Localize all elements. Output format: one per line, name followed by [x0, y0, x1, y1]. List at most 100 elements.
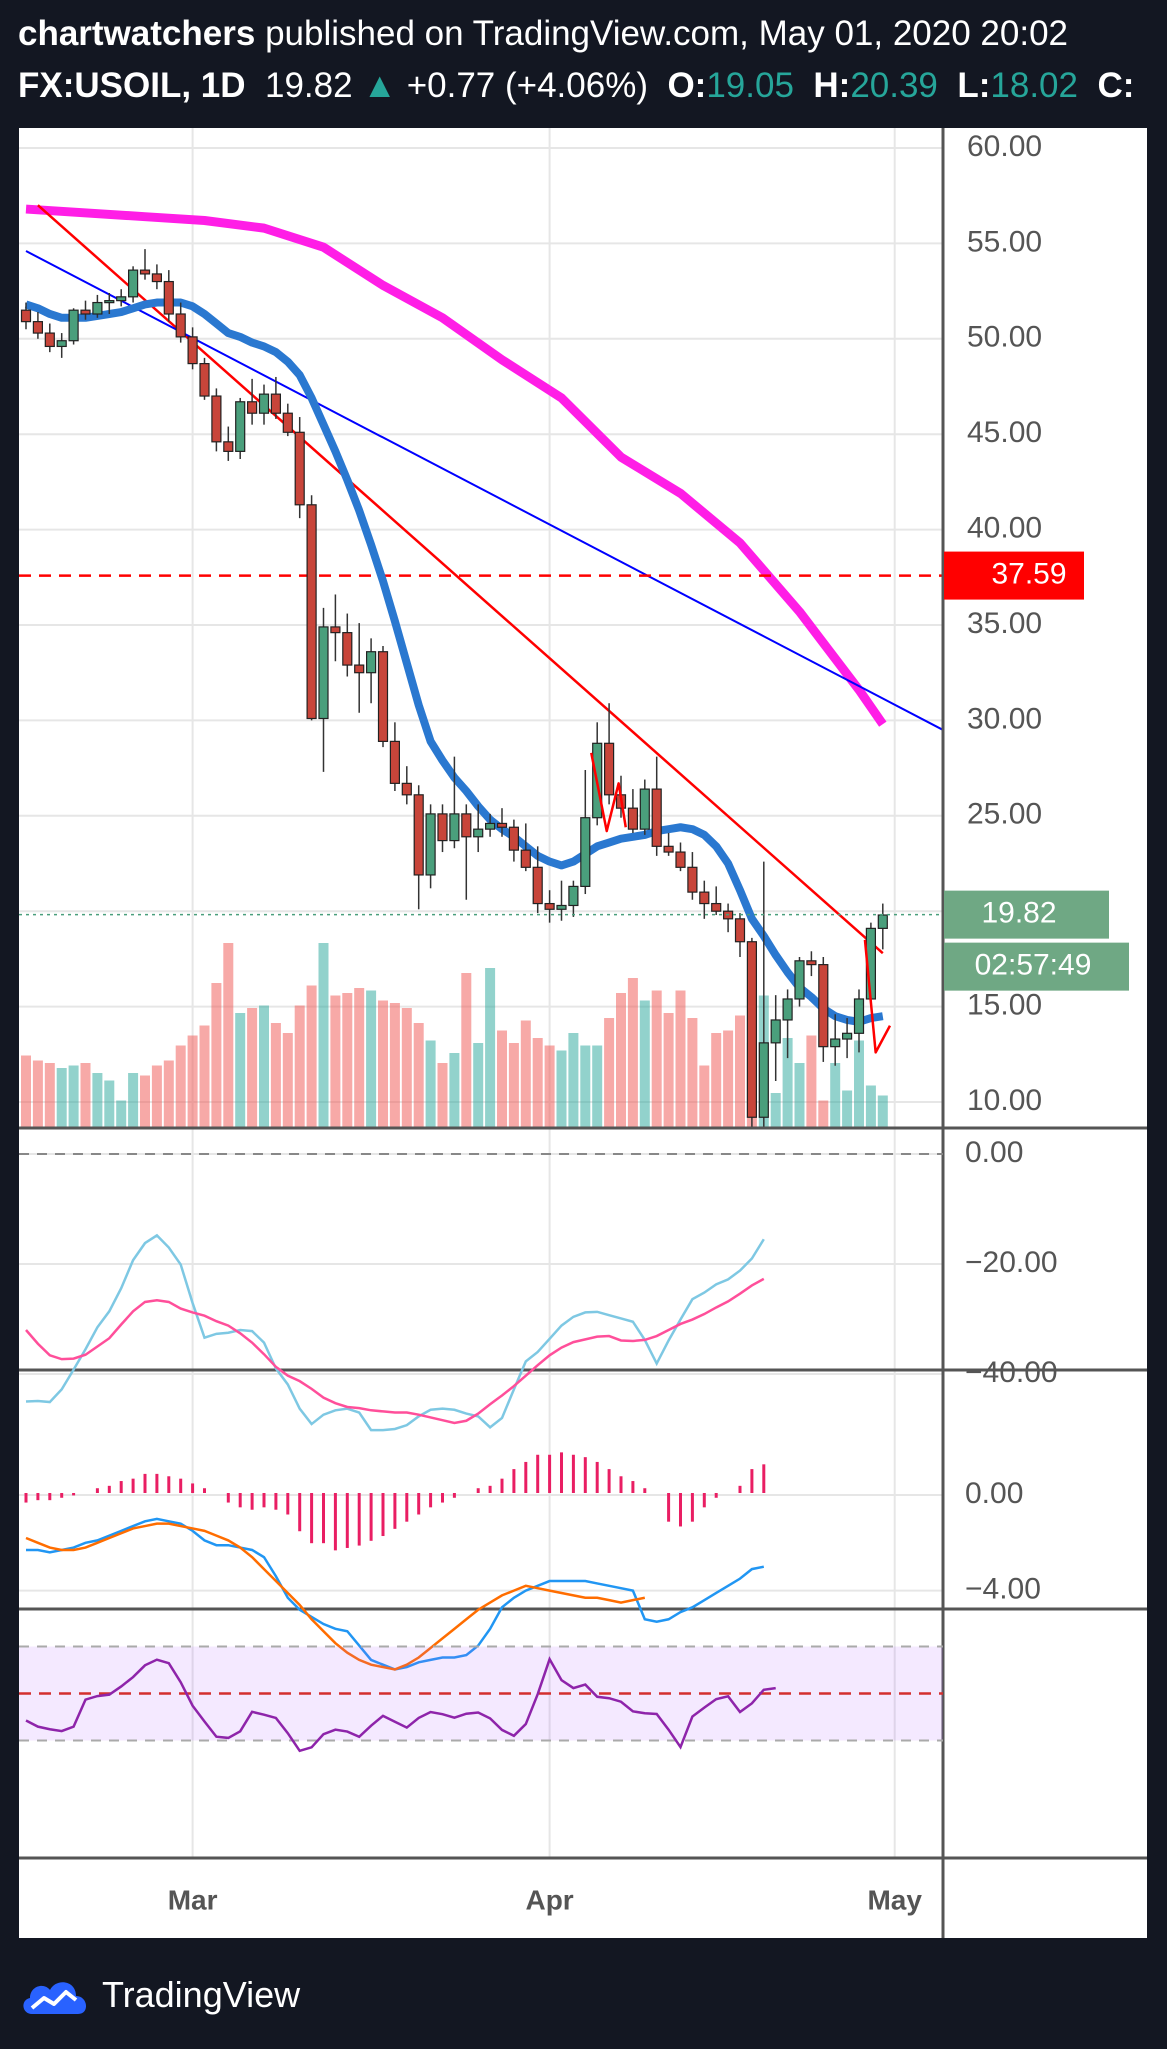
volume-bar [568, 1033, 579, 1128]
candle-body [199, 363, 210, 397]
volume-bar [21, 1055, 31, 1128]
price-tick-label: 55.00 [967, 225, 1042, 258]
candle [318, 607, 329, 772]
candle [175, 302, 186, 343]
volume-bar [294, 1005, 305, 1128]
candle [389, 722, 400, 791]
footer: TradingView [0, 1960, 1167, 2030]
volume-bar [711, 1033, 722, 1128]
candle-body [247, 401, 258, 414]
tradingview-logo-text[interactable]: TradingView [102, 1974, 301, 2015]
volume-bar [854, 1040, 864, 1128]
candle [711, 886, 722, 916]
candle-body [758, 1042, 769, 1118]
candle-body [366, 651, 377, 674]
volume-bar [247, 1008, 258, 1128]
volume-bar [616, 993, 626, 1128]
chart-canvas[interactable]: 60.00 55.00 50.00 45.00 40.00 35.00 30.00 25.00… [19, 128, 1147, 1938]
indicator-1-tick-label: −20.00 [965, 1246, 1058, 1279]
volume-bar [32, 1060, 43, 1128]
candle-body [151, 273, 162, 283]
author-name[interactable]: chartwatchers [18, 14, 256, 53]
candle-body [532, 866, 543, 905]
candle-body [92, 301, 103, 315]
candle-body [663, 845, 674, 853]
volume-bar [782, 1038, 793, 1128]
candle-body [377, 651, 389, 742]
candle-body [330, 626, 341, 634]
candle [270, 376, 281, 419]
candle [830, 1014, 841, 1066]
candle-body [473, 828, 484, 838]
price-tick-label: 40.00 [967, 512, 1042, 545]
time-axis-label: Mar [168, 1884, 218, 1915]
candle [342, 613, 353, 677]
candle-body [639, 788, 650, 830]
price-tick-label: 35.00 [967, 607, 1042, 640]
published-text: published on TradingView.com, May 01, 20… [265, 14, 1069, 53]
volume-bar [675, 990, 686, 1128]
volume-bar [366, 990, 377, 1128]
candle [449, 756, 460, 849]
last-price-label: 19.82 [981, 897, 1056, 930]
publish-line: chartwatchers published on TradingView.c… [18, 14, 1068, 54]
level-price-label: 37.59 [991, 558, 1066, 591]
candle-body [342, 632, 353, 666]
candle [127, 266, 139, 303]
volume-bar [508, 1043, 519, 1128]
candle [306, 495, 317, 721]
candle [437, 804, 448, 853]
rsi-line [25, 1656, 776, 1753]
candle-body [68, 309, 79, 342]
volume-bar [497, 1030, 507, 1128]
last-price: 19.82 [264, 66, 353, 105]
volume-bar [140, 1075, 150, 1128]
candle-body [746, 941, 758, 1118]
candle [163, 270, 174, 322]
volume-bar [306, 985, 317, 1128]
indicator-1-slow-line [25, 1277, 765, 1425]
price-tick-label: 15.00 [967, 989, 1042, 1022]
volume-bar [44, 1063, 55, 1128]
candle-body [282, 412, 293, 433]
candle [425, 804, 436, 889]
volume-bar [389, 1003, 400, 1128]
volume-bar [175, 1045, 186, 1128]
candle [722, 903, 734, 933]
candle [508, 819, 519, 862]
candle-body [580, 817, 591, 887]
candle-body [770, 1019, 781, 1044]
volume-bar [604, 1018, 615, 1128]
volume-bar [865, 1085, 876, 1128]
volume-bar [223, 943, 234, 1128]
candle [818, 956, 829, 1062]
candle [627, 789, 639, 833]
red-trendline [37, 204, 884, 955]
candle-body [675, 851, 686, 868]
candle-body [651, 788, 662, 847]
candle-body [104, 300, 115, 304]
chart-area[interactable]: 60.00 55.00 50.00 45.00 40.00 35.00 30.00 25.00… [19, 128, 1147, 1938]
candle [32, 312, 43, 339]
candle-body [544, 902, 555, 910]
volume-bar [449, 1053, 460, 1128]
candle [782, 989, 793, 1059]
volume-bar [830, 1063, 841, 1128]
candle [294, 417, 305, 519]
candle-body [56, 340, 67, 348]
candle [461, 804, 472, 900]
price-tick-label: 10.00 [967, 1084, 1042, 1117]
candle [330, 594, 341, 662]
candle-body [20, 309, 32, 323]
time-axis-label: Apr [525, 1884, 573, 1915]
indicator-1-tick-label: −40.00 [965, 1356, 1058, 1389]
candle [223, 426, 234, 461]
candle [746, 937, 758, 1128]
candle [235, 397, 246, 460]
annotation-arrow-may [863, 939, 892, 1054]
volume-bar [818, 1100, 829, 1128]
volume-bar [270, 1023, 281, 1128]
candle [20, 302, 32, 330]
candle [211, 388, 222, 452]
volume-bar [699, 1065, 710, 1128]
